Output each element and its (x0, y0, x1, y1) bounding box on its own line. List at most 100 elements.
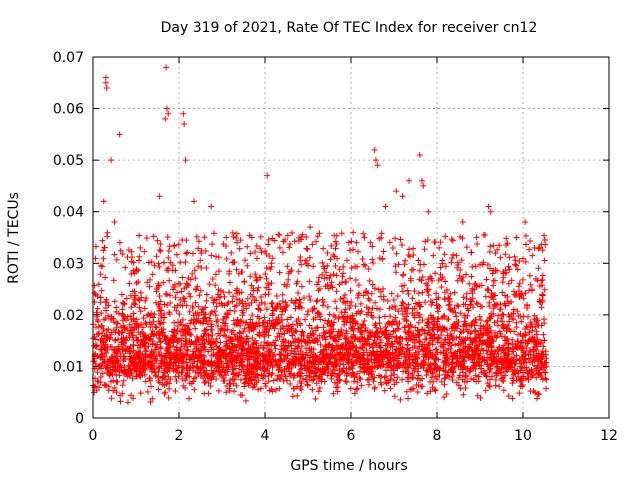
data-point (448, 236, 455, 243)
data-point (377, 344, 384, 351)
data-point (447, 290, 454, 297)
data-point (249, 345, 256, 352)
data-point (278, 316, 285, 323)
data-point (460, 301, 467, 308)
data-point (513, 234, 520, 241)
data-point (287, 350, 294, 357)
data-point (133, 373, 140, 380)
data-point (374, 162, 381, 169)
data-point (265, 281, 272, 288)
data-point (503, 241, 510, 248)
data-point (157, 248, 164, 255)
data-point (478, 282, 485, 289)
data-point (415, 365, 422, 372)
data-point (533, 343, 540, 350)
data-point (338, 326, 345, 333)
data-point (226, 380, 233, 387)
data-point (124, 313, 131, 320)
data-point (543, 385, 550, 392)
data-point (335, 372, 342, 379)
data-point (473, 300, 480, 307)
data-point (542, 369, 549, 376)
data-point (215, 387, 222, 394)
data-point (214, 291, 221, 298)
data-point (176, 356, 183, 363)
data-point (484, 261, 491, 268)
data-point (469, 359, 476, 366)
data-point (349, 362, 356, 369)
data-point (490, 242, 497, 249)
data-point (493, 372, 500, 379)
data-point (449, 255, 456, 262)
data-point (281, 330, 288, 337)
data-point (382, 203, 389, 210)
data-point (237, 335, 244, 342)
data-point (512, 340, 519, 347)
data-point (378, 230, 385, 237)
data-point (354, 385, 361, 392)
data-point (265, 348, 272, 355)
data-point (366, 376, 373, 383)
data-point (186, 373, 193, 380)
data-point (113, 378, 120, 385)
data-point (313, 380, 320, 387)
data-point (240, 328, 247, 335)
data-point (276, 385, 283, 392)
data-point (209, 326, 216, 333)
data-point (143, 235, 150, 242)
data-point (488, 339, 495, 346)
data-point (330, 346, 337, 353)
data-point (523, 344, 530, 351)
data-point (102, 315, 109, 322)
data-point (445, 295, 452, 302)
data-point (92, 336, 99, 343)
data-point (97, 262, 104, 269)
data-point (328, 279, 335, 286)
data-point (457, 385, 464, 392)
data-point (522, 331, 529, 338)
data-point (327, 372, 334, 379)
data-point (380, 293, 387, 300)
data-point (352, 303, 359, 310)
data-point (126, 280, 133, 287)
data-point (173, 378, 180, 385)
data-point (287, 371, 294, 378)
data-point (152, 346, 159, 353)
data-point (244, 349, 251, 356)
data-point (172, 267, 179, 274)
data-point (367, 365, 374, 372)
data-point (258, 294, 265, 301)
data-point (279, 291, 286, 298)
data-point (407, 277, 414, 284)
data-point (494, 267, 501, 274)
data-point (283, 283, 290, 290)
y-tick-label: 0.04 (53, 205, 84, 221)
data-point (336, 345, 343, 352)
data-point (279, 305, 286, 312)
data-point (147, 364, 154, 371)
data-point (147, 377, 154, 384)
data-point (481, 371, 488, 378)
data-point (214, 350, 221, 357)
data-point (164, 345, 171, 352)
data-point (535, 265, 542, 272)
data-point (449, 323, 456, 330)
data-point (339, 273, 346, 280)
data-point (431, 239, 438, 246)
data-point (207, 339, 214, 346)
data-point (423, 280, 430, 287)
data-point (436, 303, 443, 310)
data-point (499, 345, 506, 352)
data-point (220, 289, 227, 296)
data-point (444, 316, 451, 323)
data-point (366, 342, 373, 349)
data-point (166, 277, 173, 284)
data-point (122, 347, 129, 354)
data-point (347, 275, 354, 282)
data-point (143, 321, 150, 328)
data-point (167, 292, 174, 299)
data-point (222, 322, 229, 329)
data-point (416, 331, 423, 338)
data-point (146, 319, 153, 326)
